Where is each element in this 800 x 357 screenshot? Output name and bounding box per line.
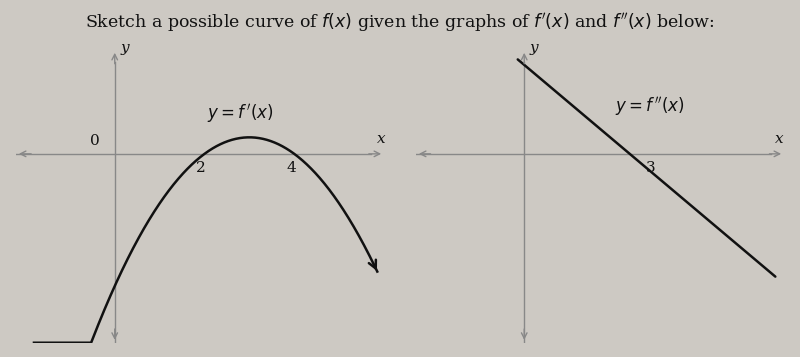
Text: 3: 3 [646,161,656,175]
Text: Sketch a possible curve of $f(x)$ given the graphs of $f'(x)$ and $f''(x)$ below: Sketch a possible curve of $f(x)$ given … [85,11,715,34]
Text: 0: 0 [90,134,100,149]
Text: y: y [120,41,129,55]
Text: x: x [775,132,784,146]
Text: y: y [530,41,538,55]
Text: $y=f\,'(x)$: $y=f\,'(x)$ [206,102,274,125]
Text: $y=f\,''(x)$: $y=f\,''(x)$ [615,95,685,118]
Text: x: x [378,132,386,146]
Text: 4: 4 [286,161,296,175]
Text: 2: 2 [197,161,206,175]
